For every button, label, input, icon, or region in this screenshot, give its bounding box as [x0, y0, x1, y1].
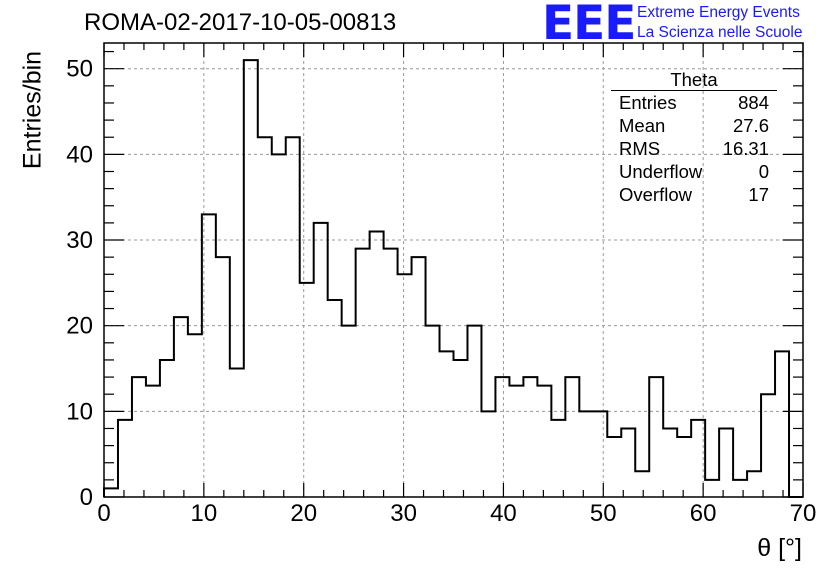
grid-lines: [104, 43, 803, 497]
stats-label: RMS: [619, 138, 661, 159]
axis-ticks: [103, 43, 804, 498]
x-tick-label: 10: [191, 500, 218, 527]
stats-row-rms: RMS 16.31: [611, 137, 777, 160]
stats-label: Underflow: [619, 161, 703, 182]
y-tick-label: 20: [66, 313, 93, 340]
stats-label: Overflow: [619, 184, 692, 205]
stats-value: 884: [738, 92, 769, 113]
eee-logo-mark: EEE: [542, 0, 636, 51]
logo-line-2: La Scienza nelle Scuole: [637, 24, 803, 41]
x-tick-label: 40: [490, 500, 517, 527]
tick-labels: 0 10 20 30 40 50 60 70 0 10 20 30 40 50: [66, 56, 816, 527]
y-tick-label: 10: [66, 398, 93, 425]
y-tick-label: 50: [66, 56, 93, 83]
stats-row-overflow: Overflow 17: [611, 183, 777, 206]
stats-box: Theta Entries 884 Mean 27.6 RMS 16.31 Un…: [611, 70, 777, 206]
logo-line-1: Extreme Energy Events: [637, 4, 800, 21]
x-tick-label: 50: [590, 500, 617, 527]
stats-row-entries: Entries 884: [611, 91, 777, 114]
chart-title: ROMA-02-2017-10-05-00813: [84, 9, 397, 36]
y-tick-label: 40: [66, 141, 93, 168]
y-tick-label: 0: [80, 484, 93, 511]
plot-frame: [103, 42, 804, 498]
stats-row-mean: Mean 27.6: [611, 114, 777, 137]
stats-value: 0: [758, 161, 769, 182]
stats-label: Entries: [619, 92, 677, 113]
stats-value: 16.31: [722, 138, 769, 159]
stats-value: 17: [748, 184, 769, 205]
stats-row-underflow: Underflow 0: [611, 160, 777, 183]
x-tick-label: 60: [690, 500, 717, 527]
x-tick-label: 0: [97, 500, 110, 527]
stats-value: 27.6: [732, 115, 769, 136]
y-tick-label: 30: [66, 227, 93, 254]
y-axis-label: Entries/bin: [18, 50, 47, 170]
x-tick-label: 30: [390, 500, 417, 527]
histogram-outline: [103, 59, 803, 498]
eee-logo-text: Extreme Energy Events La Scienza nelle S…: [637, 3, 802, 43]
stats-title: Theta: [611, 70, 777, 91]
x-tick-label: 20: [290, 500, 317, 527]
x-axis-label: θ [°]: [757, 534, 802, 562]
stats-label: Mean: [619, 115, 666, 136]
x-tick-label: 70: [790, 500, 817, 527]
